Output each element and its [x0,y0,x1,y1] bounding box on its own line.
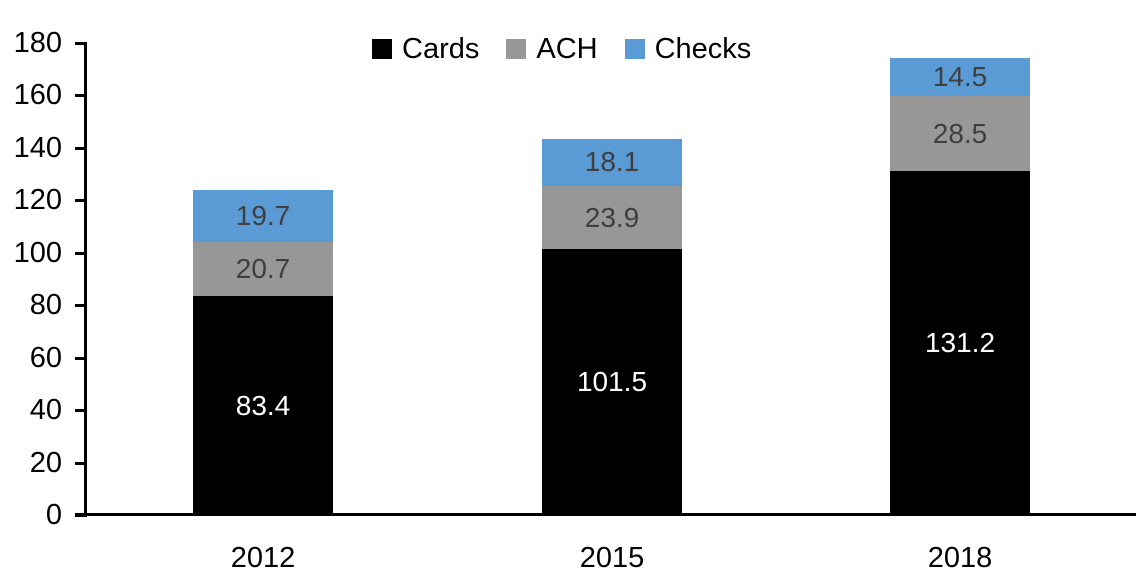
y-tick-mark [75,251,87,255]
legend-label-ach: ACH [536,33,598,65]
data-label-checks-2018: 14.5 [932,61,988,93]
bar-segment-checks-2012 [193,190,333,243]
y-tick-label: 0 [45,499,62,531]
bar-segment-ach-2012 [193,242,333,297]
data-label-ach-2015: 23.9 [584,201,640,233]
data-label-checks-2012: 19.7 [235,200,291,232]
y-tick-label: 80 [29,289,62,322]
legend-item-cards: Cards [372,33,479,65]
y-tick-label: 60 [29,341,62,374]
data-label-cards-2012: 83.4 [235,389,291,421]
y-tick-label: 40 [29,394,62,427]
bar-segment-cards-2015 [542,248,682,515]
legend-item-ach: ACH [506,33,598,65]
y-tick-label: 180 [13,27,62,59]
y-tick-mark [75,146,87,150]
legend-swatch-ach [506,39,527,59]
y-tick-mark [75,356,87,360]
data-label-cards-2015: 101.5 [576,365,648,397]
legend-swatch-cards [372,39,392,59]
y-tick-mark [75,304,87,308]
legend-swatch-checks [624,39,645,59]
y-tick-mark [75,94,87,98]
data-label-ach-2018: 28.5 [932,117,988,149]
chart-legend: Cards ACH Checks [372,33,751,65]
x-axis-label-2018: 2018 [927,542,993,574]
bar-segment-cards-2012 [193,296,333,515]
bar-segment-checks-2015 [542,138,682,187]
y-tick-label: 20 [29,446,62,479]
y-tick-label: 160 [13,79,62,112]
y-tick-label: 100 [13,236,62,269]
y-tick-label: 140 [13,131,62,164]
bar-segment-ach-2015 [542,186,682,249]
y-tick-mark [75,409,87,413]
y-tick-label: 120 [13,184,62,217]
y-tick-mark [75,199,87,203]
y-axis [84,43,87,517]
data-label-ach-2012: 20.7 [235,253,291,285]
bar-segment-checks-2018 [890,58,1030,97]
data-label-checks-2015: 18.1 [584,146,640,178]
bar-segment-ach-2018 [890,96,1030,171]
x-axis-label-2015: 2015 [579,542,645,574]
y-tick-mark [75,42,87,45]
x-axis-label-2012: 2012 [230,542,296,574]
data-label-cards-2018: 131.2 [924,326,996,358]
legend-label-checks: Checks [654,33,752,65]
y-tick-mark [75,461,87,465]
legend-label-cards: Cards [402,33,480,65]
bar-segment-cards-2018 [890,170,1030,515]
legend-item-checks: Checks [624,33,752,65]
